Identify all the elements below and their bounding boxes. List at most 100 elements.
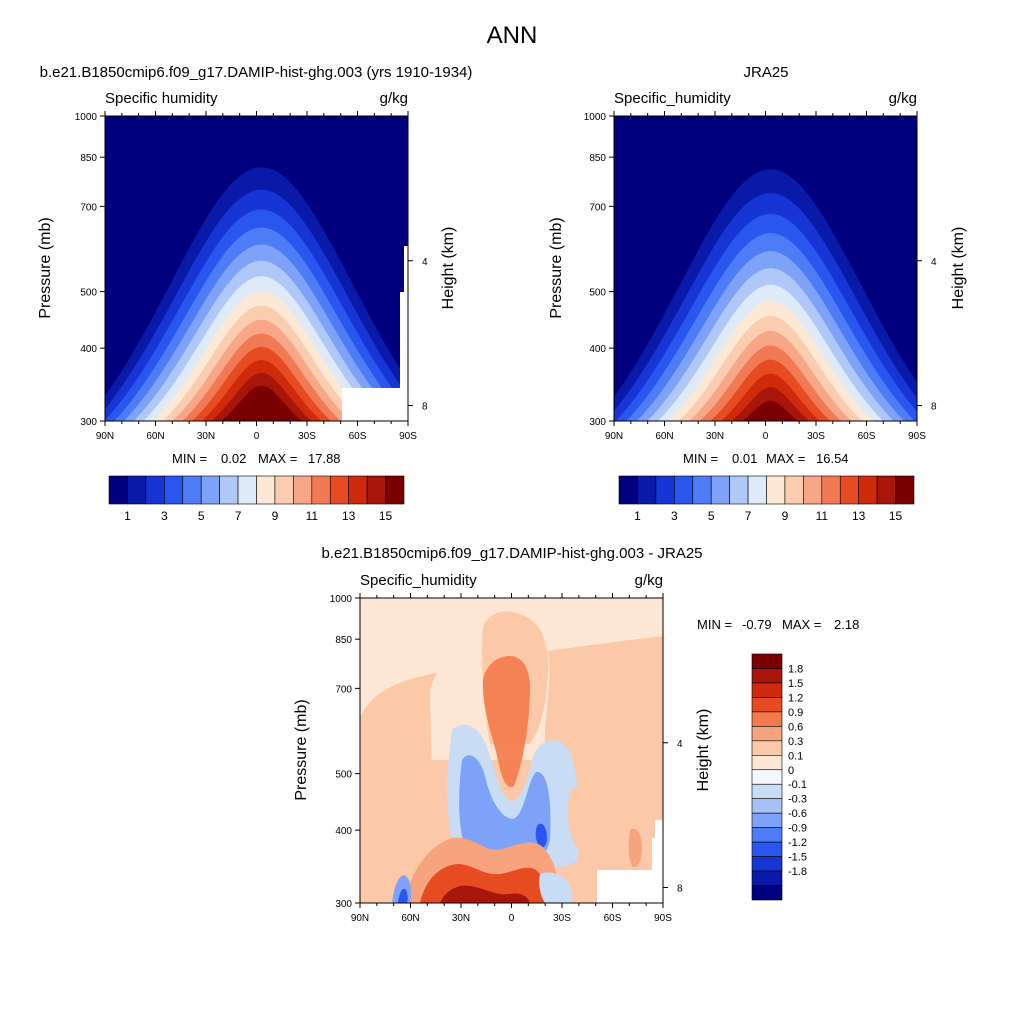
panel-diff: b.e21.B1850cmip6.f09_g17.DAMIP-hist-ghg.… [293, 545, 859, 924]
colorbar-swatch [766, 475, 786, 505]
colorbar-label: -0.9 [788, 823, 807, 835]
colorbar-swatch [751, 740, 783, 756]
y2-tick-label: 8 [422, 402, 428, 413]
diff-region-west-positive [360, 696, 432, 830]
diff-region-positive-column [482, 656, 530, 787]
diff-region-negative-near-20s [539, 872, 573, 903]
colorbar-swatch [784, 475, 804, 505]
colorbar-swatch [293, 475, 313, 505]
panel-diff-contours [360, 611, 663, 903]
x-tick-label: 90S [908, 431, 926, 442]
colorbar-swatch [751, 798, 783, 814]
y-tick-label: 700 [80, 202, 97, 213]
panel-model-title: b.e21.B1850cmip6.f09_g17.DAMIP-hist-ghg.… [40, 64, 473, 81]
panel-diff-axes: 90N 60N 30N 0 30S 60S 90S 300 400 500 700 850 1000 8 4 [330, 593, 683, 924]
colorbar-swatch [385, 475, 405, 505]
colorbar-swatch [366, 475, 386, 505]
colorbar-swatch [751, 783, 783, 800]
panel-obs-max-value: 16.54 [816, 451, 849, 466]
x-tick-label: 60S [858, 431, 876, 442]
colorbar-swatch [751, 769, 783, 785]
colorbar-swatch [256, 475, 276, 505]
colorbar-swatch [145, 475, 165, 505]
panel-model-min-value: 0.02 [221, 451, 246, 466]
colorbar-swatch [348, 475, 368, 505]
colorbar-label: 5 [708, 509, 715, 523]
y2-tick-label: 4 [422, 257, 428, 268]
panel-model-missing-data [342, 246, 408, 421]
x-tick-label: 90S [654, 913, 672, 924]
colorbar-label: 15 [379, 509, 393, 523]
figure-title: ANN [487, 22, 538, 49]
panel-model-stats: MIN = 0.02 MAX = 17.88 [172, 451, 341, 466]
y-tick-label: 300 [80, 417, 97, 428]
panel-diff-plot-area [360, 598, 663, 903]
panel-obs-y2label: Height (km) [950, 227, 967, 310]
colorbar-swatch [200, 475, 220, 505]
y-tick-label: 850 [80, 153, 97, 164]
y-tick-label: 850 [335, 635, 352, 646]
colorbar-swatch [747, 475, 767, 505]
y2-tick-label: 4 [677, 739, 683, 750]
colorbar-label: 3 [671, 509, 678, 523]
x-tick-label: 60S [349, 431, 367, 442]
colorbar-swatch [821, 475, 841, 505]
panel-model: b.e21.B1850cmip6.f09_g17.DAMIP-hist-ghg.… [37, 64, 472, 523]
colorbar-label: 7 [235, 509, 242, 523]
colorbar-swatch [839, 475, 859, 505]
colorbar-label: -0.3 [788, 794, 807, 806]
panel-diff-missing-data [597, 820, 663, 903]
panel-model-plot-area [105, 116, 408, 421]
panel-obs-title: JRA25 [743, 64, 788, 81]
panel-diff-ylabel: Pressure (mb) [293, 699, 310, 800]
panel-model-variable-label: Specific humidity [105, 90, 218, 107]
y2-tick-label: 8 [931, 402, 937, 413]
colorbar-label: 1.5 [788, 678, 803, 690]
colorbar-swatch [637, 475, 657, 505]
colorbar-swatch [329, 475, 349, 505]
y-tick-label: 400 [80, 344, 97, 355]
panel-obs: JRA25 Specific_humidity g/kg 90N 60N 30N 0 3… [548, 64, 967, 523]
x-tick-label: 30N [706, 431, 724, 442]
colorbar-swatch [751, 812, 783, 828]
colorbar-swatch [729, 475, 749, 505]
x-tick-label: 30S [807, 431, 825, 442]
colorbar-label: 1.8 [788, 663, 803, 675]
colorbar-swatch [274, 475, 294, 505]
panel-diff-title: b.e21.B1850cmip6.f09_g17.DAMIP-hist-ghg.… [321, 545, 702, 562]
diff-region-negative-core [535, 823, 547, 848]
x-tick-label: 0 [254, 431, 260, 442]
colorbar-swatch [751, 885, 783, 901]
y-tick-label: 500 [589, 288, 606, 299]
y-tick-label: 300 [335, 899, 352, 910]
colorbar-swatch [219, 475, 239, 505]
y-tick-label: 500 [335, 770, 352, 781]
panel-obs-ylabel: Pressure (mb) [548, 217, 565, 318]
panel-diff-max-value: 2.18 [834, 617, 859, 632]
y-tick-label: 400 [335, 826, 352, 837]
panel-model-max-value: 17.88 [308, 451, 341, 466]
panel-obs-stats: MIN = 0.01 MAX = 16.54 [683, 451, 849, 466]
colorbar-label: 9 [272, 509, 279, 523]
panel-model-max-label: MAX = [258, 451, 297, 466]
panel-diff-colorbar: 1.8 1.5 1.2 0.9 0.6 0.3 0.1 0 -0.1 -0.3 -0.6 -0.9 -1… [751, 653, 807, 901]
colorbar-swatch [876, 475, 896, 505]
colorbar-swatch [895, 475, 915, 505]
panel-obs-max-label: MAX = [766, 451, 805, 466]
panel-model-units-label: g/kg [380, 90, 408, 107]
colorbar-swatch [858, 475, 878, 505]
colorbar-label: -1.2 [788, 837, 807, 849]
y-tick-label: 700 [589, 202, 606, 213]
panel-diff-min-label: MIN = [697, 617, 732, 632]
y-tick-label: 400 [589, 344, 606, 355]
y-tick-label: 850 [589, 153, 606, 164]
panel-obs-contours [614, 169, 917, 421]
x-tick-label: 0 [509, 913, 515, 924]
colorbar-swatch [751, 711, 783, 727]
colorbar-swatch [751, 726, 783, 742]
panel-obs-axes: 90N 60N 30N 0 30S 60S 90S 300 400 500 700 850 1000 8 4 [584, 111, 937, 442]
x-tick-label: 30S [553, 913, 571, 924]
colorbar-label: -0.6 [788, 808, 807, 820]
panel-model-min-label: MIN = [172, 451, 207, 466]
colorbar-swatch [751, 870, 783, 886]
